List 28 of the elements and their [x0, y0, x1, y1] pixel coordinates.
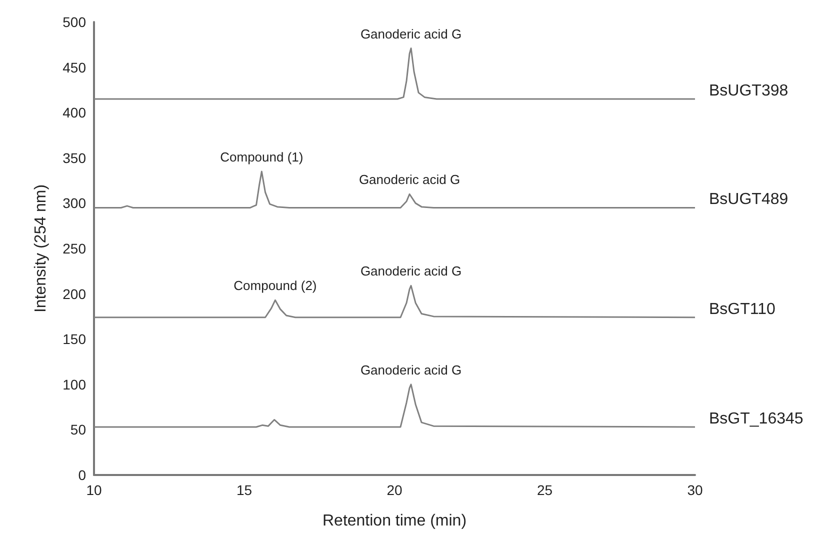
- y-tick-label: 50: [70, 422, 86, 438]
- y-tick-label: 250: [62, 240, 86, 256]
- x-axis-title: Retention time (min): [322, 512, 467, 530]
- annotation: Ganoderic acid G: [358, 172, 460, 188]
- x-tick-label: 30: [687, 482, 703, 498]
- y-tick-label: 450: [62, 59, 86, 76]
- annotation: Ganoderic acid G: [360, 264, 462, 279]
- annotation: Compound (2): [234, 278, 317, 294]
- y-axis-title: Intensity (254 nm): [32, 184, 50, 313]
- y-tick-label: 400: [62, 104, 86, 121]
- y-tick-label: 300: [62, 195, 86, 212]
- x-tick-label: 15: [236, 482, 252, 498]
- series-label: BsGT110: [709, 300, 776, 318]
- x-tick-label: 20: [386, 482, 402, 498]
- series-label: BsGT_16345: [709, 410, 804, 428]
- y-tick-label: 200: [62, 286, 86, 302]
- y-tick-label: 500: [62, 14, 86, 30]
- series-label: BsUGT398: [709, 82, 788, 100]
- y-tick-label: 350: [62, 150, 86, 166]
- annotation: Ganoderic acid G: [360, 362, 462, 378]
- annotation: Compound (1): [220, 149, 304, 164]
- series-label: BsUGT489: [709, 191, 788, 208]
- x-tick-label: 10: [86, 482, 102, 498]
- y-tick-label: 0: [78, 467, 86, 483]
- y-tick-label: 100: [62, 376, 86, 392]
- x-tick-label: 25: [536, 482, 553, 498]
- y-tick-label: 150: [62, 331, 86, 348]
- annotation: Ganoderic acid G: [360, 26, 462, 42]
